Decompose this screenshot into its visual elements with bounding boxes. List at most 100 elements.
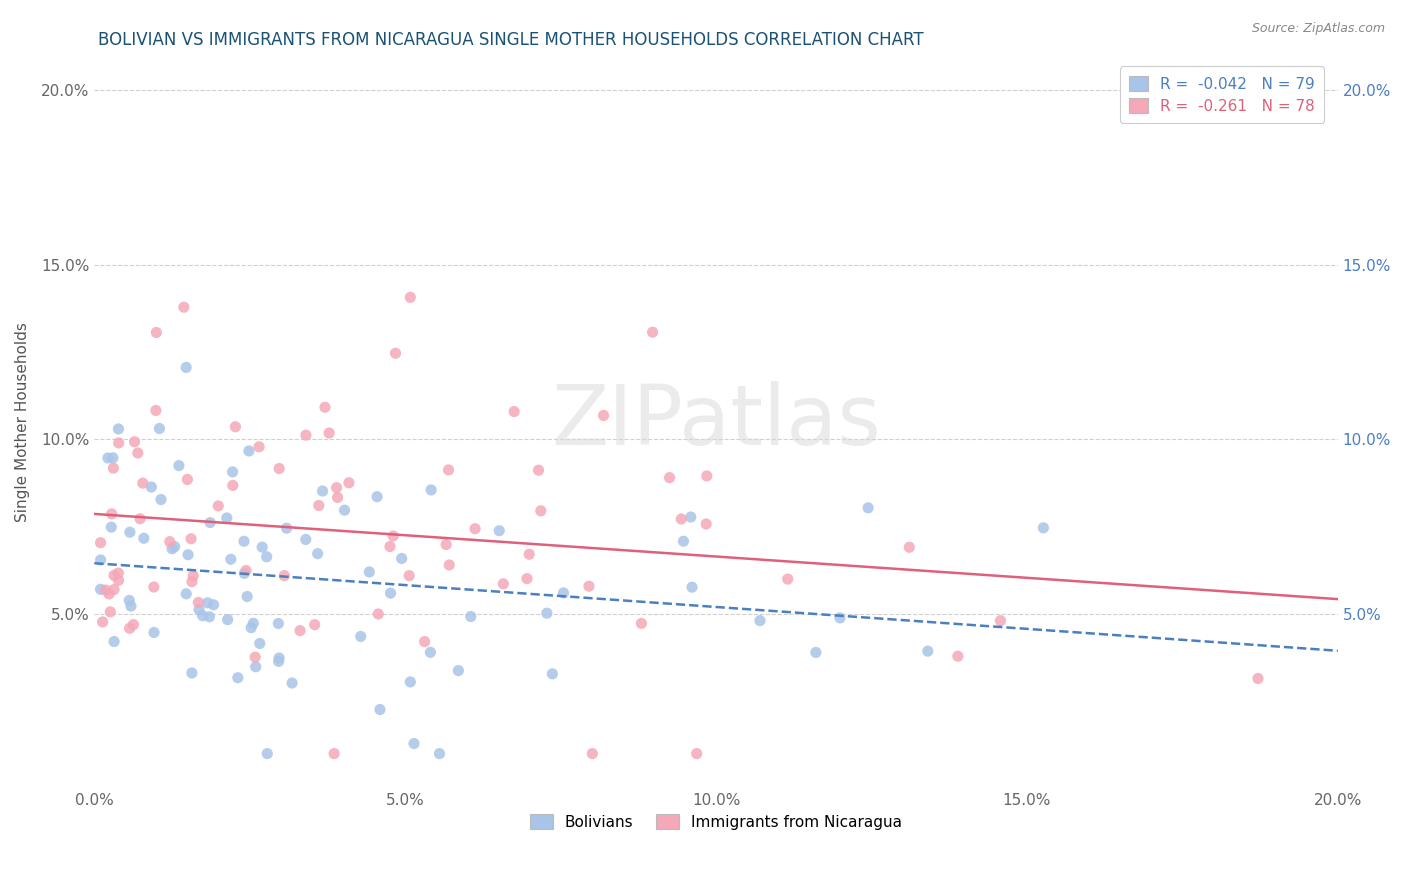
Point (269, 651, 291, 665)
Point (198, 516, 221, 530)
Point (696, 469, 718, 483)
Point (187, 595, 209, 609)
Point (391, 551, 413, 566)
Point (368, 702, 391, 716)
Point (536, 606, 558, 620)
Point (173, 300, 195, 314)
Point (541, 666, 564, 681)
Point (98, 587, 121, 601)
Point (163, 540, 186, 554)
Point (776, 572, 799, 586)
Point (222, 478, 245, 492)
Point (120, 599, 142, 613)
Point (325, 481, 347, 495)
Point (101, 450, 124, 465)
Point (250, 540, 273, 554)
Point (695, 516, 717, 531)
Point (181, 574, 204, 589)
Point (180, 665, 202, 680)
Point (460, 609, 482, 624)
Point (304, 617, 326, 632)
Point (318, 425, 340, 440)
Point (398, 568, 420, 582)
Point (658, 470, 681, 484)
Point (107, 436, 129, 450)
Point (90, 582, 112, 597)
Point (516, 572, 538, 586)
Point (311, 483, 333, 498)
Point (103, 634, 125, 648)
Point (749, 614, 772, 628)
Y-axis label: Single Mother Households: Single Mother Households (15, 322, 30, 522)
Point (326, 491, 349, 505)
Point (308, 499, 330, 513)
Point (107, 574, 129, 588)
Point (337, 475, 360, 490)
Point (91, 615, 114, 629)
Point (145, 403, 167, 417)
Point (188, 602, 211, 616)
Point (898, 540, 921, 554)
Point (671, 512, 693, 526)
Point (581, 747, 603, 761)
Point (181, 568, 204, 582)
Point (917, 644, 939, 658)
Point (641, 325, 664, 339)
Point (100, 520, 122, 534)
Point (129, 512, 152, 526)
Point (323, 747, 346, 761)
Point (224, 419, 246, 434)
Point (118, 621, 141, 635)
Point (488, 524, 510, 538)
Point (990, 614, 1012, 628)
Point (141, 480, 163, 494)
Point (333, 503, 356, 517)
Point (856, 500, 879, 515)
Point (249, 636, 271, 650)
Point (122, 617, 145, 632)
Point (103, 582, 125, 597)
Point (167, 458, 190, 473)
Point (946, 649, 969, 664)
Point (276, 521, 298, 535)
Point (281, 676, 304, 690)
Point (429, 747, 451, 761)
Point (226, 671, 249, 685)
Point (269, 461, 291, 475)
Point (90, 535, 112, 549)
Point (681, 580, 703, 594)
Point (295, 428, 318, 442)
Point (94, 583, 117, 598)
Point (267, 654, 290, 668)
Point (592, 409, 614, 423)
Point (118, 525, 141, 540)
Point (235, 564, 257, 578)
Point (314, 401, 336, 415)
Point (217, 613, 239, 627)
Point (247, 440, 270, 454)
Point (245, 650, 267, 665)
Point (503, 404, 526, 418)
Point (273, 568, 295, 582)
Point (804, 645, 827, 659)
Point (98, 605, 121, 619)
Point (256, 549, 278, 564)
Point (1032, 521, 1054, 535)
Point (492, 577, 515, 591)
Point (686, 747, 709, 761)
Point (517, 547, 540, 561)
Point (378, 540, 401, 554)
Point (143, 625, 166, 640)
Point (399, 290, 422, 304)
Point (103, 461, 125, 475)
Point (233, 534, 256, 549)
Point (420, 483, 443, 497)
Point (174, 360, 197, 375)
Point (672, 534, 695, 549)
Point (207, 499, 229, 513)
Point (245, 659, 267, 673)
Point (439, 558, 461, 572)
Point (142, 580, 165, 594)
Point (118, 593, 141, 607)
Point (350, 630, 373, 644)
